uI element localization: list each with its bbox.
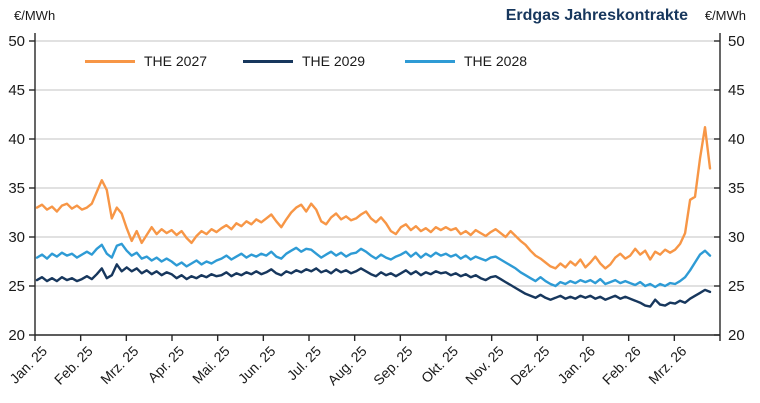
x-label-0: Jan. 25 <box>6 343 50 387</box>
y-label-right-50: 50 <box>728 33 745 50</box>
y-label-right-25: 25 <box>728 278 745 295</box>
y-label-left-35: 35 <box>8 180 25 197</box>
x-label-13: Feb. 26 <box>599 343 644 388</box>
y-label-right-40: 40 <box>728 131 745 148</box>
x-label-8: Sep. 25 <box>370 343 416 389</box>
y-label-right-20: 20 <box>728 327 745 344</box>
x-label-2: Mrz. 25 <box>97 343 141 387</box>
x-label-5: Jun. 25 <box>235 343 279 387</box>
y-label-left-20: 20 <box>8 327 25 344</box>
legend-swatch-the-2027 <box>85 59 135 63</box>
y-label-right-30: 30 <box>728 229 745 246</box>
y-axis-unit-left: €/MWh <box>14 8 56 23</box>
x-label-6: Jul. 25 <box>284 343 325 384</box>
y-label-left-50: 50 <box>8 33 25 50</box>
x-label-10: Nov. 25 <box>462 343 507 388</box>
legend-swatch-the-2029 <box>243 59 293 63</box>
chart-line-the-2027 <box>35 125 712 270</box>
x-label-12: Jan. 26 <box>554 343 598 387</box>
legend-label-the-2027: THE 2027 <box>144 53 208 69</box>
y-label-left-25: 25 <box>8 278 25 295</box>
legend-item-the-2027: THE 2027 <box>85 53 207 69</box>
legend-item-the-2029: THE 2029 <box>243 53 365 69</box>
chart-line-the-2028 <box>35 242 712 289</box>
y-label-left-30: 30 <box>8 229 25 246</box>
chart-title: Erdgas Jahreskontrakte <box>505 7 688 24</box>
y-label-right-35: 35 <box>728 180 745 197</box>
chart-line-the-2029 <box>35 263 712 308</box>
y-label-left-40: 40 <box>8 131 25 148</box>
y-label-left-45: 45 <box>8 82 25 99</box>
x-label-3: Apr. 25 <box>144 343 187 386</box>
x-label-11: Dez. 25 <box>507 343 553 389</box>
legend-item-the-2028: THE 2028 <box>405 53 527 69</box>
y-label-right-45: 45 <box>728 82 745 99</box>
legend-label-the-2029: THE 2029 <box>302 53 366 69</box>
x-label-4: Mai. 25 <box>189 343 233 387</box>
x-label-9: Okt. 25 <box>418 343 461 386</box>
y-axis-unit-right: €/MWh <box>704 8 746 23</box>
legend-label-the-2028: THE 2028 <box>464 53 528 69</box>
x-label-14: Mrz. 26 <box>645 343 689 387</box>
x-label-7: Aug. 25 <box>324 343 370 389</box>
x-label-1: Feb. 25 <box>51 343 96 388</box>
legend-swatch-the-2028 <box>405 59 455 63</box>
